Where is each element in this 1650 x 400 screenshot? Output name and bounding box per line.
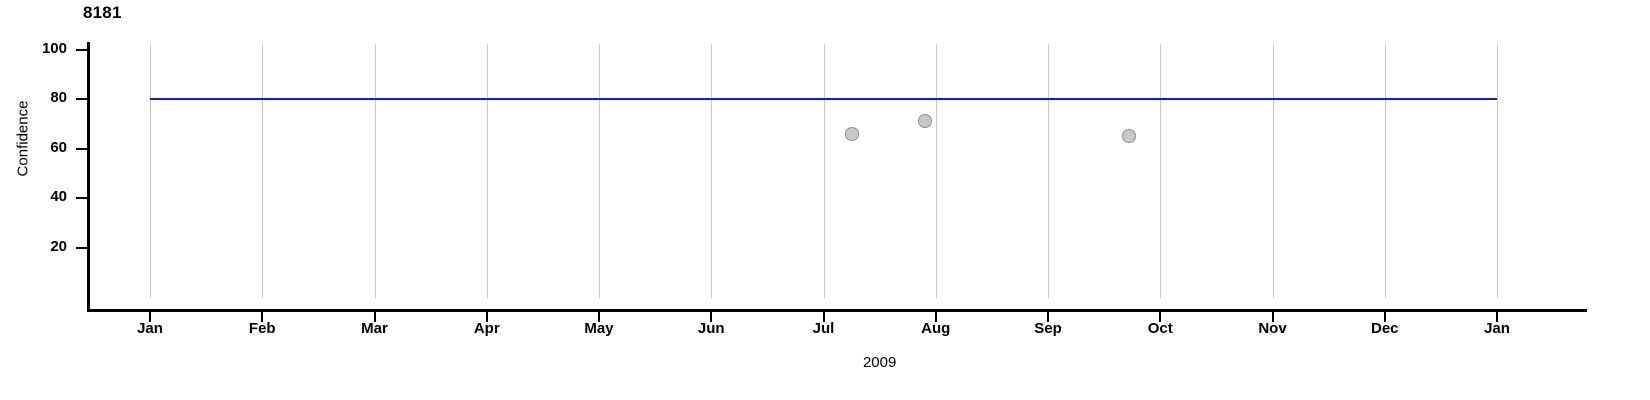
y-axis-tick bbox=[76, 48, 87, 51]
x-axis-tick-label: Mar bbox=[361, 320, 388, 337]
reference-line bbox=[150, 98, 1497, 101]
gridline bbox=[150, 44, 151, 298]
gridline bbox=[823, 44, 825, 298]
y-axis-line bbox=[87, 42, 90, 312]
x-axis-tick-label: Sep bbox=[1034, 320, 1062, 337]
gridline bbox=[1497, 44, 1498, 298]
y-axis-tick-label: 20 bbox=[50, 237, 67, 255]
gridline bbox=[1272, 44, 1274, 298]
y-axis-tick-label: 60 bbox=[50, 138, 67, 156]
y-axis-tick bbox=[76, 98, 87, 101]
gridline bbox=[599, 44, 600, 298]
gridline bbox=[1048, 44, 1049, 298]
x-axis-tick bbox=[485, 312, 488, 322]
x-axis-tick bbox=[934, 312, 937, 322]
y-axis-tick bbox=[76, 197, 87, 200]
y-axis-tick bbox=[76, 147, 87, 150]
x-axis-tick-label: Aug bbox=[921, 320, 951, 337]
x-axis-tick-label: Jan bbox=[137, 320, 163, 337]
x-axis-tick-label: Jul bbox=[812, 320, 835, 337]
x-axis-tick bbox=[261, 312, 264, 322]
x-axis-tick-label: May bbox=[584, 320, 614, 337]
y-axis-tick bbox=[76, 246, 87, 249]
data-point bbox=[844, 126, 859, 141]
gridline bbox=[1384, 44, 1386, 298]
gridline bbox=[935, 44, 937, 298]
x-axis-tick bbox=[822, 312, 825, 322]
x-axis-label: 2009 bbox=[862, 354, 897, 371]
x-axis-tick bbox=[710, 312, 713, 322]
gridline bbox=[486, 44, 488, 298]
x-axis-tick bbox=[1496, 312, 1498, 322]
x-axis-tick-label: Apr bbox=[473, 320, 500, 337]
x-axis-tick-label: Jun bbox=[697, 320, 725, 337]
y-axis-tick-label: 80 bbox=[50, 89, 67, 107]
y-axis-tick-label: 40 bbox=[50, 188, 67, 206]
data-point bbox=[1121, 129, 1136, 144]
gridline bbox=[711, 44, 713, 298]
x-axis-tick bbox=[1159, 312, 1162, 322]
x-axis-tick bbox=[598, 312, 600, 322]
x-axis-tick bbox=[1047, 312, 1049, 322]
x-axis-tick-label: Oct bbox=[1147, 320, 1173, 337]
x-axis-tick bbox=[149, 312, 151, 322]
x-axis-line bbox=[87, 309, 1587, 312]
data-point bbox=[917, 114, 932, 129]
x-axis-tick-label: Nov bbox=[1258, 320, 1287, 337]
x-axis-tick-label: Feb bbox=[248, 320, 276, 337]
chart-title: 8181 bbox=[83, 3, 122, 22]
x-axis-tick-label: Dec bbox=[1370, 320, 1399, 337]
gridline bbox=[262, 44, 264, 298]
x-axis-tick bbox=[1383, 312, 1386, 322]
gridline bbox=[1160, 44, 1162, 298]
x-axis-tick-label: Jan bbox=[1484, 320, 1510, 337]
gridline bbox=[374, 44, 376, 298]
y-axis-tick-label: 100 bbox=[41, 39, 67, 57]
x-axis-tick bbox=[373, 312, 376, 322]
x-axis-tick bbox=[1271, 312, 1274, 322]
